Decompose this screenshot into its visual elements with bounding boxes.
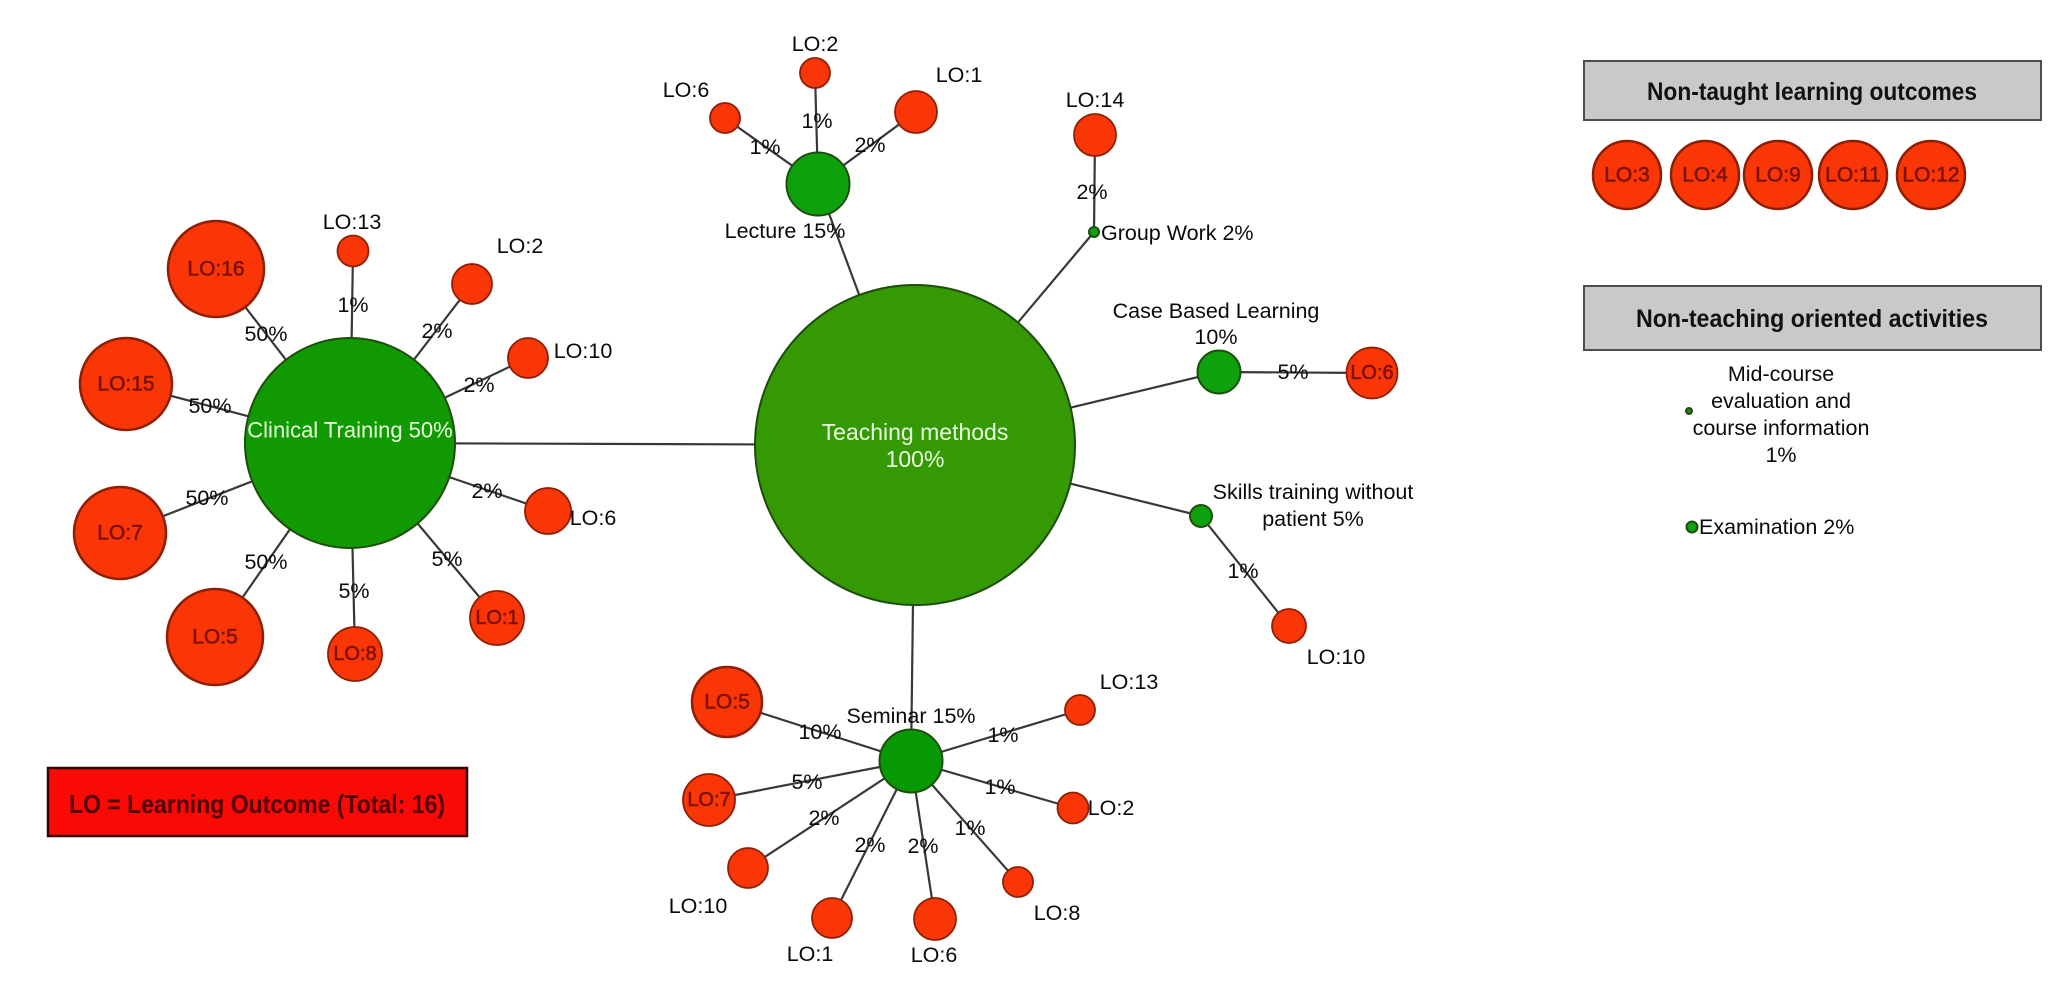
svg-text:5%: 5% <box>431 547 462 571</box>
svg-text:2%: 2% <box>463 373 494 397</box>
svg-text:LO:15: LO:15 <box>97 373 154 396</box>
svg-text:LO:6: LO:6 <box>1350 362 1393 384</box>
svg-text:LO:9: LO:9 <box>1755 164 1801 187</box>
svg-text:course information: course information <box>1693 416 1870 440</box>
svg-text:2%: 2% <box>907 834 938 858</box>
svg-text:LO:7: LO:7 <box>687 789 730 811</box>
svg-text:100%: 100% <box>886 446 945 472</box>
svg-text:1%: 1% <box>984 775 1015 799</box>
svg-text:LO:13: LO:13 <box>1100 670 1159 694</box>
svg-text:Lecture 15%: Lecture 15% <box>725 219 846 243</box>
svg-text:1%: 1% <box>801 109 832 133</box>
svg-text:1%: 1% <box>749 135 780 159</box>
svg-text:1%: 1% <box>337 293 368 317</box>
svg-text:50%: 50% <box>244 322 287 346</box>
svg-text:Mid-course: Mid-course <box>1728 362 1834 386</box>
svg-text:LO:7: LO:7 <box>97 522 143 545</box>
svg-text:5%: 5% <box>338 579 369 603</box>
svg-text:LO:14: LO:14 <box>1066 88 1125 112</box>
svg-text:Examination 2%: Examination 2% <box>1699 515 1854 539</box>
svg-text:LO:2: LO:2 <box>792 32 839 56</box>
svg-text:evaluation and: evaluation and <box>1711 389 1851 413</box>
svg-text:LO:12: LO:12 <box>1902 164 1959 187</box>
svg-text:LO:1: LO:1 <box>936 63 983 87</box>
svg-text:Clinical Training 50%: Clinical Training 50% <box>247 418 452 443</box>
svg-text:LO:1: LO:1 <box>787 942 834 966</box>
svg-text:LO:5: LO:5 <box>704 691 750 714</box>
svg-text:LO:10: LO:10 <box>669 894 728 918</box>
svg-text:10%: 10% <box>798 720 841 744</box>
svg-text:patient 5%: patient 5% <box>1262 507 1364 531</box>
svg-text:2%: 2% <box>471 479 502 503</box>
svg-text:LO:6: LO:6 <box>911 943 958 967</box>
svg-text:Skills training without: Skills training without <box>1213 480 1414 504</box>
svg-text:Case Based Learning: Case Based Learning <box>1113 299 1320 323</box>
svg-text:Non-teaching oriented activiti: Non-teaching oriented activities <box>1636 305 1988 333</box>
svg-text:Non-taught learning outcomes: Non-taught learning outcomes <box>1647 78 1977 106</box>
svg-text:LO:10: LO:10 <box>554 339 613 363</box>
svg-text:LO:2: LO:2 <box>1088 796 1135 820</box>
svg-text:Group Work 2%: Group Work 2% <box>1101 221 1254 245</box>
svg-text:50%: 50% <box>244 550 287 574</box>
svg-text:2%: 2% <box>808 806 839 830</box>
svg-text:10%: 10% <box>1194 325 1237 349</box>
svg-text:LO:10: LO:10 <box>1307 645 1366 669</box>
svg-text:1%: 1% <box>1765 443 1796 467</box>
svg-text:Teaching methods: Teaching methods <box>822 419 1009 445</box>
svg-text:LO:6: LO:6 <box>663 78 710 102</box>
svg-text:LO:6: LO:6 <box>570 506 617 530</box>
svg-text:1%: 1% <box>1227 559 1258 583</box>
svg-text:5%: 5% <box>791 770 822 794</box>
svg-text:50%: 50% <box>188 394 231 418</box>
svg-text:LO:3: LO:3 <box>1604 164 1650 187</box>
svg-text:50%: 50% <box>185 486 228 510</box>
svg-text:2%: 2% <box>1076 180 1107 204</box>
svg-text:LO:16: LO:16 <box>187 258 244 281</box>
svg-text:1%: 1% <box>987 723 1018 747</box>
svg-text:LO:4: LO:4 <box>1682 164 1728 187</box>
svg-text:LO = Learning Outcome (Total:: LO = Learning Outcome (Total: 16) <box>69 789 445 819</box>
svg-text:2%: 2% <box>854 133 885 157</box>
svg-text:5%: 5% <box>1277 360 1308 384</box>
svg-text:LO:11: LO:11 <box>1825 164 1881 187</box>
svg-text:LO:8: LO:8 <box>333 643 376 665</box>
svg-text:LO:1: LO:1 <box>475 607 518 629</box>
svg-text:LO:8: LO:8 <box>1034 901 1081 925</box>
svg-text:LO:2: LO:2 <box>497 234 544 258</box>
svg-text:Seminar 15%: Seminar 15% <box>846 704 975 728</box>
svg-text:1%: 1% <box>954 816 985 840</box>
svg-text:2%: 2% <box>421 319 452 343</box>
svg-text:2%: 2% <box>854 833 885 857</box>
svg-text:LO:5: LO:5 <box>192 626 238 649</box>
svg-text:LO:13: LO:13 <box>323 210 382 234</box>
